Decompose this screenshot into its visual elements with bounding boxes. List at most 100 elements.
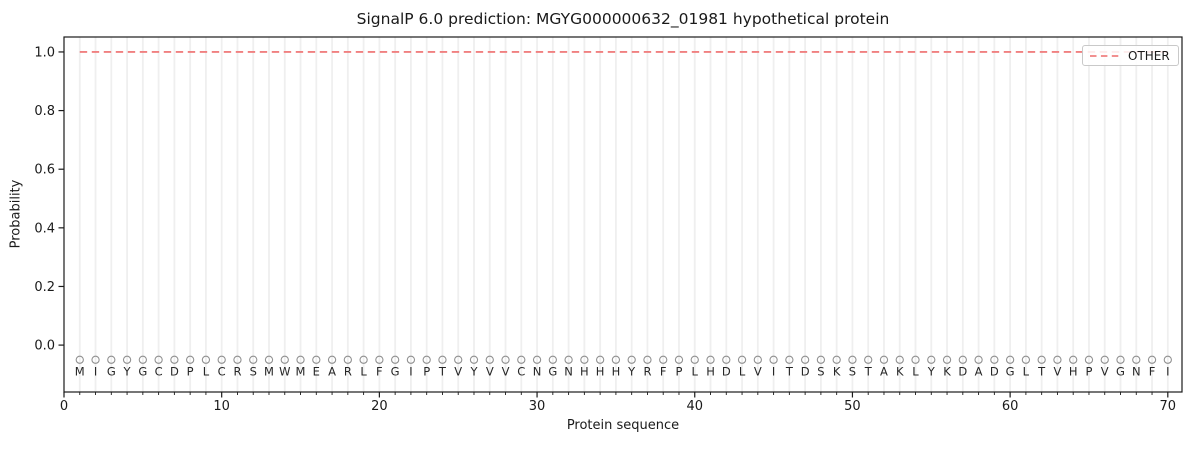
x-tick-label: 30 xyxy=(529,399,546,414)
legend-line-sample-icon xyxy=(1090,54,1120,57)
residue-marker xyxy=(469,355,479,364)
residue-marker xyxy=(154,355,163,364)
sequence-letter: M xyxy=(75,364,85,378)
sequence-letter: D xyxy=(170,364,179,378)
residue-marker xyxy=(1069,355,1078,364)
sequence-letter: V xyxy=(454,364,462,378)
residue-marker xyxy=(107,355,116,364)
residue-marker xyxy=(501,355,510,364)
x-tick-label: 60 xyxy=(1002,399,1019,414)
sequence-letter: G xyxy=(1116,364,1125,378)
sequence-letter: V xyxy=(1053,364,1061,378)
sequence-letter: F xyxy=(376,364,383,378)
sequence-letter: P xyxy=(187,364,194,378)
residue-marker xyxy=(595,355,605,364)
sequence-letter: L xyxy=(203,364,210,378)
plot-frame xyxy=(63,36,1183,393)
sequence-letter: D xyxy=(801,364,810,378)
residue-marker xyxy=(359,355,368,364)
sequence-letter: V xyxy=(1101,364,1109,378)
residue-marker xyxy=(785,355,794,364)
sequence-letter: C xyxy=(218,364,226,378)
sequence-letter: T xyxy=(438,364,447,378)
residue-marker xyxy=(1132,355,1141,364)
residue-marker xyxy=(249,355,258,364)
x-tick-label: 0 xyxy=(60,399,68,414)
residue-marker xyxy=(990,355,999,364)
sequence-letter: K xyxy=(943,364,951,378)
sequence-letter: G xyxy=(1006,364,1015,378)
residue-marker xyxy=(312,355,321,364)
residue-marker xyxy=(895,355,904,364)
residue-marker xyxy=(659,355,668,364)
residue-marker xyxy=(548,355,557,364)
sequence-letter: N xyxy=(533,364,542,378)
sequence-letter: P xyxy=(1085,364,1092,378)
sequence-letter: D xyxy=(722,364,731,378)
residue-marker xyxy=(690,355,699,364)
sequence-letter: L xyxy=(912,364,919,378)
sequence-letter: W xyxy=(279,364,290,378)
residue-marker xyxy=(1005,355,1015,364)
legend: OTHER xyxy=(1082,45,1179,66)
sequence-letter: V xyxy=(502,364,510,378)
sequence-letter: S xyxy=(250,364,257,378)
sequence-letter: T xyxy=(785,364,794,378)
residue-marker xyxy=(816,355,826,364)
chart-title: SignalP 6.0 prediction: MGYG000000632_01… xyxy=(356,10,890,28)
residue-marker xyxy=(264,355,274,364)
sequence-letter: M xyxy=(264,364,274,378)
sequence-letter: H xyxy=(1069,364,1078,378)
y-tick-label: 0.0 xyxy=(34,339,55,354)
y-tick-label: 0.8 xyxy=(34,104,55,119)
sequence-letter: P xyxy=(423,364,430,378)
residue-marker xyxy=(958,355,967,364)
residue-marker xyxy=(296,355,305,364)
sequence-letter: A xyxy=(880,364,888,378)
residue-marker xyxy=(201,355,211,364)
residue-marker xyxy=(1100,355,1109,364)
residue-marker xyxy=(1037,355,1046,364)
residue-marker xyxy=(390,355,400,364)
residue-marker xyxy=(170,355,179,364)
sequence-letter: F xyxy=(660,364,667,378)
sequence-letter: L xyxy=(739,364,746,378)
x-tick-label: 70 xyxy=(1160,399,1177,414)
sequence-letter: S xyxy=(817,364,824,378)
sequence-letter: D xyxy=(958,364,967,378)
residue-marker xyxy=(1163,355,1172,364)
residue-marker xyxy=(122,355,132,364)
residue-marker xyxy=(1053,355,1062,364)
sequence-letter: R xyxy=(344,364,352,378)
y-tick-label: 0.4 xyxy=(34,221,55,236)
sequence-letter: T xyxy=(864,364,873,378)
sequence-letter: I xyxy=(1166,364,1169,378)
x-tick-label: 40 xyxy=(686,399,703,414)
residue-marker xyxy=(1116,355,1125,364)
y-tick-label: 1.0 xyxy=(34,45,55,60)
sequence-letter: L xyxy=(360,364,367,378)
x-tick-label: 10 xyxy=(213,399,230,414)
residue-marker xyxy=(233,355,242,364)
sequence-letter: Y xyxy=(469,364,478,378)
residue-marker xyxy=(722,355,731,364)
residue-marker xyxy=(911,355,920,364)
y-tick-label: 0.6 xyxy=(34,163,55,178)
residue-marker xyxy=(75,355,84,364)
x-tick-label: 50 xyxy=(844,399,861,414)
residue-marker xyxy=(517,355,526,364)
sequence-letter: D xyxy=(990,364,999,378)
residue-marker xyxy=(532,355,542,364)
residue-marker xyxy=(485,355,494,364)
sequence-letter: F xyxy=(1149,364,1156,378)
residue-marker xyxy=(974,355,983,364)
sequence-letter: N xyxy=(564,364,573,378)
residue-marker xyxy=(185,355,195,364)
sequence-letter: R xyxy=(643,364,651,378)
sequence-letter: R xyxy=(233,364,241,378)
legend-label-other: OTHER xyxy=(1128,48,1170,63)
residue-marker xyxy=(343,355,352,364)
residue-marker xyxy=(769,355,778,364)
sequence-letter: C xyxy=(517,364,525,378)
